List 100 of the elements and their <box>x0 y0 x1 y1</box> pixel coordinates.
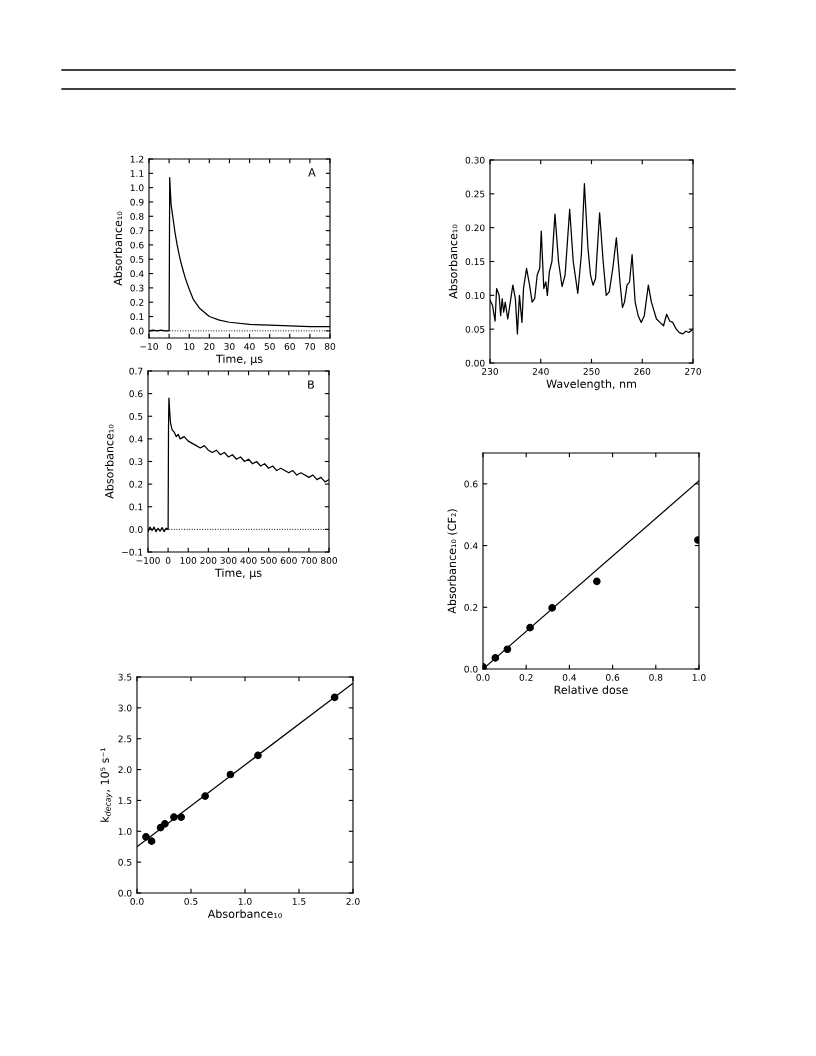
point <box>147 837 156 845</box>
y-tick-label: 0.25 <box>465 190 485 198</box>
y-tick-label: 1.5 <box>118 797 132 804</box>
x-tick-label: 250 <box>583 368 600 375</box>
y-tick-label: 0.1 <box>129 503 143 511</box>
x-tick-label: 0.5 <box>184 898 198 905</box>
x-tick-label: 800 <box>321 557 338 564</box>
x-tick-label: −10 <box>140 343 158 350</box>
x-axis-title: Wavelength, nm <box>546 379 636 391</box>
x-tick-label: 70 <box>304 343 316 350</box>
y-tick-label: 0.00 <box>465 359 485 367</box>
y-tick-label: 0.3 <box>130 284 144 292</box>
y-tick-label: 0.05 <box>465 325 485 333</box>
y-tick-label: 0.3 <box>129 458 143 466</box>
x-tick-label: 0 <box>165 557 171 564</box>
y-tick-label: 1.0 <box>130 184 144 192</box>
y-tick-label: 0.0 <box>118 889 132 897</box>
y-tick-label: 0.6 <box>129 390 143 398</box>
y-tick-label: 0.2 <box>130 298 144 306</box>
y-tick-label: 2.5 <box>118 735 132 743</box>
y-tick-label: 0.5 <box>118 858 132 866</box>
y-tick-label: 1.2 <box>130 155 144 163</box>
y-tick-label: 3.0 <box>118 704 132 712</box>
y-tick-label: 0.4 <box>129 435 143 443</box>
x-tick-label: 0.8 <box>649 674 663 681</box>
y-tick-label: 0.1 <box>130 313 144 321</box>
x-tick-label: 0.0 <box>476 674 490 681</box>
x-tick-label: 200 <box>200 557 217 564</box>
x-tick-label: 40 <box>244 343 255 350</box>
y-tick-label: 1.0 <box>118 828 132 835</box>
x-tick-label: 50 <box>264 343 275 350</box>
point <box>177 813 185 821</box>
y-axis-title: Absorbance₁₀ <box>113 211 123 286</box>
point <box>503 645 512 654</box>
point <box>226 770 235 779</box>
y-axis-title: Absorbance₁₀ <box>448 224 458 299</box>
x-tick-label: 230 <box>482 368 499 375</box>
y-tick-label: 0.9 <box>130 198 144 206</box>
x-tick-label: 0.4 <box>562 674 577 681</box>
y-tick-label: 0.4 <box>130 270 144 278</box>
y-tick-label: 0.0 <box>129 526 143 533</box>
y-tick-label: 2.0 <box>118 766 132 774</box>
y-tick-label: 0.20 <box>465 224 485 232</box>
x-tick-label: 240 <box>532 368 549 375</box>
x-tick-label: 0 <box>166 343 172 350</box>
x-tick-label: 0.6 <box>606 674 620 681</box>
y-tick-label: 3.5 <box>118 673 132 681</box>
point <box>526 623 534 632</box>
x-tick-label: 270 <box>685 368 702 375</box>
x-tick-label: 100 <box>180 557 197 564</box>
x-axis-title: Relative dose <box>554 685 628 694</box>
point <box>593 577 601 586</box>
x-tick-label: 80 <box>324 343 336 350</box>
y-tick-label: 0.6 <box>130 241 144 249</box>
point <box>254 751 262 760</box>
y-tick-label: 0.2 <box>129 480 143 488</box>
y-tick-label: 0.30 <box>465 156 485 164</box>
y-tick-label: 0.15 <box>465 258 485 266</box>
x-tick-label: 30 <box>224 343 235 350</box>
x-tick-label: 20 <box>204 343 215 350</box>
x-tick-label: 500 <box>260 557 277 564</box>
y-tick-label: 0.0 <box>464 665 478 673</box>
y-tick-label: 0.7 <box>130 227 144 235</box>
x-tick-label: −100 <box>136 557 160 564</box>
annotation: B <box>308 380 314 389</box>
annotation: A <box>308 168 316 177</box>
x-tick-label: 1.5 <box>292 898 306 905</box>
x-axis-title: Absorbance₁₀ <box>207 909 282 918</box>
x-tick-label: 400 <box>240 557 257 564</box>
y-tick-label: 0.10 <box>465 292 485 299</box>
point <box>201 792 209 800</box>
y-tick-label: 0.7 <box>129 367 143 375</box>
x-tick-label: 0.2 <box>519 674 533 681</box>
y-axis-title: Absorbance₁₀ <box>104 424 114 499</box>
y-tick-label: 0.8 <box>130 213 144 220</box>
y-tick-label: 0.5 <box>129 412 143 420</box>
x-tick-label: 1.0 <box>692 674 706 681</box>
y-tick-label: 0.2 <box>464 604 478 611</box>
x-axis-title: Time, μs <box>214 568 262 580</box>
point <box>142 833 150 841</box>
y-tick-label: −0.1 <box>122 548 143 556</box>
y-tick-label: 0.5 <box>130 255 144 263</box>
x-axis-title: Time, μs <box>215 354 263 366</box>
y-axis-title: k$_{decay}$, 10⁵ s⁻¹ <box>100 747 113 822</box>
point <box>330 693 339 702</box>
point <box>161 820 169 828</box>
x-tick-label: 2.0 <box>346 898 360 905</box>
point <box>548 604 556 612</box>
x-tick-label: 1.0 <box>238 898 252 905</box>
y-tick-label: 0.4 <box>464 542 478 550</box>
x-tick-label: 260 <box>634 368 651 375</box>
y-tick-label: 0.6 <box>464 480 478 488</box>
point <box>491 654 500 662</box>
y-tick-label: 0.0 <box>130 327 144 335</box>
x-tick-label: 700 <box>301 557 317 564</box>
x-tick-label: 600 <box>280 557 297 564</box>
y-axis-title: Absorbance₁₀ (CF₂) <box>447 509 458 614</box>
y-tick-label: 1.1 <box>130 170 144 177</box>
x-tick-label: 300 <box>220 557 237 564</box>
point <box>170 813 178 821</box>
